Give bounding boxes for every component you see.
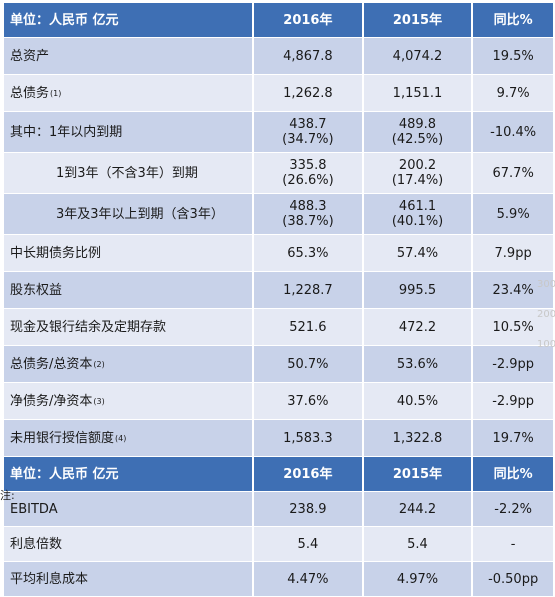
value-2016: 488.3 (38.7%): [254, 194, 362, 234]
row-label-cell: 总债务 (1): [4, 75, 253, 111]
table-row: 现金及银行结余及定期存款 521.6 472.2 10.5%: [4, 309, 553, 345]
footnote-label: 注:: [0, 489, 15, 502]
value-2016: 4.47%: [254, 562, 362, 596]
table-row: 平均利息成本 4.47% 4.97% -0.50pp: [4, 562, 553, 596]
value-2016: 335.8 (26.6%): [254, 153, 362, 193]
value-yoy: 23.4%: [473, 272, 553, 308]
row-label: 总资产: [4, 38, 253, 74]
value-2015: 472.2: [363, 309, 472, 345]
value-yoy: 67.7%: [473, 153, 553, 193]
table-row: EBITDA 238.9 244.2 -2.2%: [4, 492, 553, 526]
value-2016: 37.6%: [254, 383, 362, 419]
value-yoy: -0.50pp: [473, 562, 553, 596]
header-2015: 2015年: [363, 457, 472, 491]
value-2015: 1,151.1: [363, 75, 472, 111]
table-row: 3年及3年以上到期（含3年） 488.3 (38.7%) 461.1 (40.1…: [4, 194, 553, 234]
value-2015: 461.1 (40.1%): [363, 194, 472, 234]
value-yoy: 19.7%: [473, 420, 553, 456]
value-2016: 521.6: [254, 309, 362, 345]
header-yoy: 同比%: [473, 3, 553, 37]
table-row: 中长期债务比例 65.3% 57.4% 7.9pp: [4, 235, 553, 271]
value-2016: 438.7 (34.7%): [254, 112, 362, 152]
value-yoy: 9.7%: [473, 75, 553, 111]
value-2016: 1,228.7: [254, 272, 362, 308]
header-unit: 单位：人民币 亿元: [4, 3, 253, 37]
value-yoy: 10.5%: [473, 309, 553, 345]
row-label: 现金及银行结余及定期存款: [4, 309, 253, 345]
value-2016: 65.3%: [254, 235, 362, 271]
value-2015: 489.8 (42.5%): [363, 112, 472, 152]
value-2015: 57.4%: [363, 235, 472, 271]
row-label: 利息倍数: [4, 527, 253, 561]
row-label: EBITDA: [4, 492, 253, 526]
value-2015: 200.2 (17.4%): [363, 153, 472, 193]
debt-table: 单位：人民币 亿元 2016年 2015年 同比% 总资产 4,867.8 4,…: [4, 3, 553, 597]
header-yoy: 同比%: [473, 457, 553, 491]
value-yoy: 5.9%: [473, 194, 553, 234]
ghost-label: 200: [537, 309, 555, 320]
footnote-marker: (4): [115, 433, 127, 443]
table-row: 其中：1年以内到期 438.7 (34.7%) 489.8 (42.5%) -1…: [4, 112, 553, 152]
value-2015: 5.4: [363, 527, 472, 561]
row-label: 平均利息成本: [4, 562, 253, 596]
table-row: 1到3年（不含3年）到期 335.8 (26.6%) 200.2 (17.4%)…: [4, 153, 553, 193]
row-label-cell: 未用银行授信额度 (4): [4, 420, 253, 456]
header-2016: 2016年: [254, 457, 362, 491]
row-label: 未用银行授信额度: [10, 430, 115, 446]
value-2016: 1,262.8: [254, 75, 362, 111]
row-label: 其中：1年以内到期: [4, 112, 253, 152]
footnote-marker: (1): [50, 88, 62, 98]
header-2015: 2015年: [363, 3, 472, 37]
value-2016: 4,867.8: [254, 38, 362, 74]
value-2015: 4,074.2: [363, 38, 472, 74]
table-row: 利息倍数 5.4 5.4 -: [4, 527, 553, 561]
table-row: 净债务/净资本 (3) 37.6% 40.5% -2.9pp: [4, 383, 553, 419]
value-yoy: -2.9pp: [473, 383, 553, 419]
value-yoy: 7.9pp: [473, 235, 553, 271]
value-yoy: -: [473, 527, 553, 561]
table-row: 总资产 4,867.8 4,074.2 19.5%: [4, 38, 553, 74]
row-label-cell: 总债务/总资本 (2): [4, 346, 253, 382]
value-2015: 1,322.8: [363, 420, 472, 456]
value-2015: 40.5%: [363, 383, 472, 419]
table-row: 总债务/总资本 (2) 50.7% 53.6% -2.9pp: [4, 346, 553, 382]
table-header-2: 单位：人民币 亿元 2016年 2015年 同比%: [4, 457, 553, 491]
value-yoy: -2.9pp: [473, 346, 553, 382]
value-2015: 4.97%: [363, 562, 472, 596]
row-label: 中长期债务比例: [4, 235, 253, 271]
row-label-cell: 净债务/净资本 (3): [4, 383, 253, 419]
table-row: 未用银行授信额度 (4) 1,583.3 1,322.8 19.7%: [4, 420, 553, 456]
row-label: 3年及3年以上到期（含3年）: [4, 194, 253, 234]
footnote-marker: (3): [93, 396, 105, 406]
row-label: 1到3年（不含3年）到期: [4, 153, 253, 193]
value-2015: 995.5: [363, 272, 472, 308]
row-label: 股东权益: [4, 272, 253, 308]
table-header: 单位：人民币 亿元 2016年 2015年 同比%: [4, 3, 553, 37]
value-yoy: 19.5%: [473, 38, 553, 74]
footnote-marker: (2): [93, 359, 105, 369]
header-2016: 2016年: [254, 3, 362, 37]
ghost-label: 300: [537, 279, 555, 290]
header-unit: 单位：人民币 亿元: [4, 457, 253, 491]
value-2015: 53.6%: [363, 346, 472, 382]
value-2016: 238.9: [254, 492, 362, 526]
value-yoy: -10.4%: [473, 112, 553, 152]
row-label: 总债务/总资本: [10, 356, 93, 372]
row-label: 净债务/净资本: [10, 393, 93, 409]
table-row: 总债务 (1) 1,262.8 1,151.1 9.7%: [4, 75, 553, 111]
table-row: 股东权益 1,228.7 995.5 23.4%: [4, 272, 553, 308]
row-label: 总债务: [10, 85, 50, 101]
value-2015: 244.2: [363, 492, 472, 526]
value-2016: 1,583.3: [254, 420, 362, 456]
value-2016: 5.4: [254, 527, 362, 561]
ghost-label: 100: [537, 339, 555, 350]
value-yoy: -2.2%: [473, 492, 553, 526]
value-2016: 50.7%: [254, 346, 362, 382]
